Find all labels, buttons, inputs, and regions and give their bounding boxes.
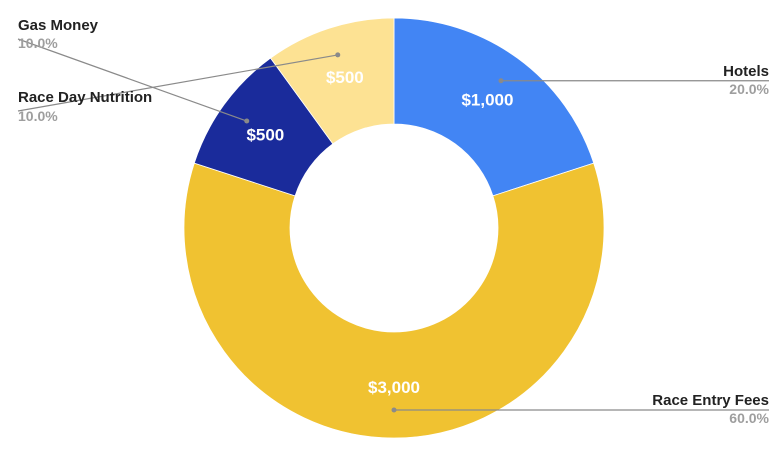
callout-percent-race-entry-fees: 60.0% [729,410,769,426]
slice-race-day-nutrition [270,17,395,145]
slice-value-labels: $1,000 $3,000 $500 $500 [246,68,513,397]
callout-percent-gas-money: 10.0% [18,35,58,51]
donut-slices [183,17,605,439]
leader-line-gas-money [17,38,247,122]
slice-value-label-race-day-nutrition: $500 [326,68,364,87]
slice-value-label-gas-money: $500 [246,126,284,145]
callout-name-race-day-nutrition: Race Day Nutrition [18,89,152,106]
slice-value-label-race-entry-fees: $3,000 [368,378,420,397]
callout-name-race-entry-fees: Race Entry Fees [652,392,769,409]
leader-line-race-day-nutrition [17,54,338,112]
callout-percent-hotels: 20.0% [729,81,769,97]
callout-name-gas-money: Gas Money [18,17,99,34]
callout-name-hotels: Hotels [723,63,769,80]
slice-race-entry-fees [183,162,605,439]
slice-value-label-hotels: $1,000 [461,90,513,109]
callout-percent-race-day-nutrition: 10.0% [18,108,58,124]
slice-hotels [393,17,595,197]
